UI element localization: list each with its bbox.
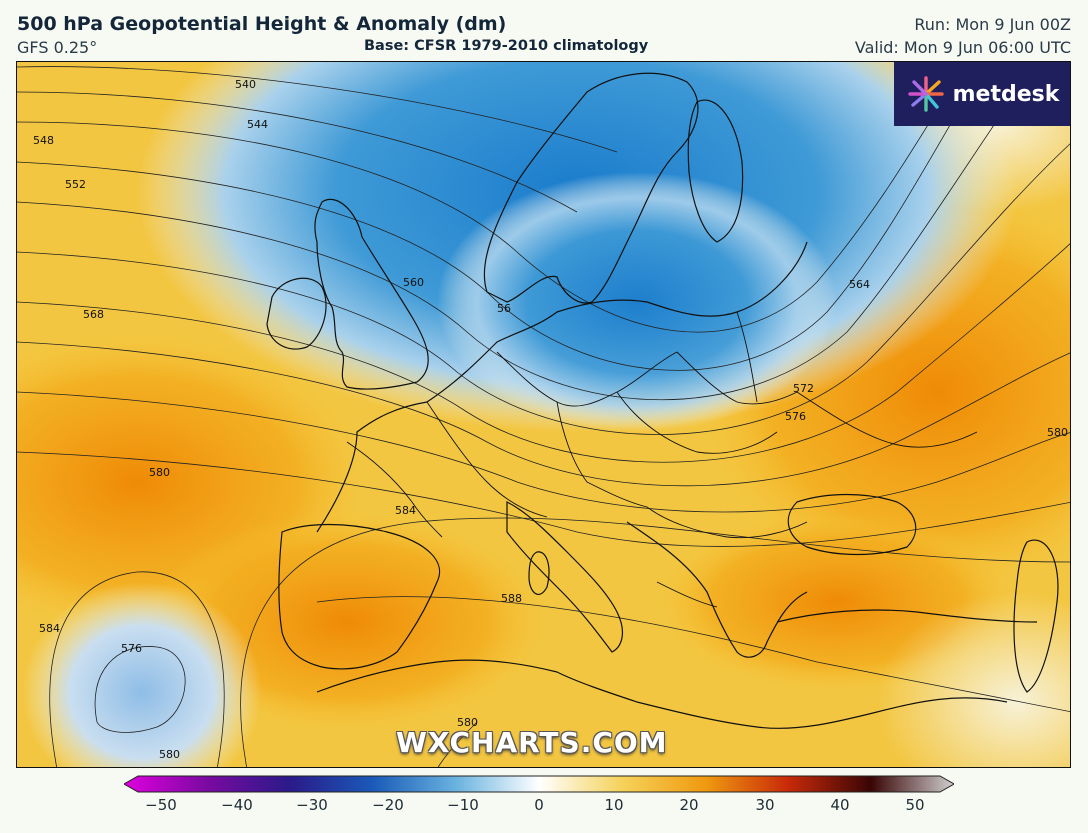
scandinavia-coast <box>483 72 699 304</box>
colorbar-tick: −20 <box>372 796 404 814</box>
contour-label: 548 <box>33 134 54 147</box>
contour-label: 56 <box>497 302 511 315</box>
pale-zone-mideast <box>877 592 1070 767</box>
colorbar-gradient <box>124 775 954 793</box>
contour-label: 584 <box>39 622 60 635</box>
britain-coast <box>314 198 429 390</box>
cutoff-low-anomaly <box>22 582 262 767</box>
colorbar-tick: −10 <box>447 796 479 814</box>
colorbar-tick: 0 <box>534 796 544 814</box>
colorbar-tick: 20 <box>679 796 699 814</box>
colorbar-tick: 30 <box>755 796 775 814</box>
chart-title: 500 hPa Geopotential Height & Anomaly (d… <box>17 13 507 35</box>
wxcharts-watermark: WXCHARTS.COM <box>396 726 668 759</box>
colorbar <box>124 775 954 793</box>
model-label: GFS 0.25° <box>17 38 98 57</box>
contour-label: 580 <box>159 748 180 761</box>
balkans-coast <box>626 521 808 658</box>
colorbar-tick: −50 <box>145 796 177 814</box>
contour-label: 552 <box>65 178 86 191</box>
contour-label: 580 <box>457 716 478 729</box>
contour-labels: 540 544 548 552 560 568 572 576 580 584 … <box>33 78 1068 761</box>
colorbar-tick: 10 <box>604 796 624 814</box>
contour-label: 540 <box>235 78 256 91</box>
border-line <box>556 401 648 508</box>
black-sea-coast <box>787 493 917 556</box>
border-line <box>796 391 978 448</box>
border-line <box>496 351 678 407</box>
metdesk-burst-icon <box>907 76 944 112</box>
country-borders <box>346 311 978 608</box>
contour-label: 580 <box>1047 426 1068 439</box>
sardinia-coast <box>528 551 550 595</box>
height-contours <box>17 62 1070 767</box>
colorbar-tick: −40 <box>221 796 253 814</box>
continent-north-coast <box>316 241 808 533</box>
italy-coast <box>506 501 624 653</box>
contour-label: 576 <box>121 642 142 655</box>
colorbar-tick: −30 <box>296 796 328 814</box>
finland-coast <box>687 99 744 243</box>
border-line <box>656 581 718 608</box>
contour-label: 560 <box>403 276 424 289</box>
contour-label: 572 <box>793 382 814 395</box>
metdesk-logo-text: metdesk <box>952 81 1060 107</box>
coastlines <box>266 72 1059 729</box>
colorbar-tick: 40 <box>830 796 850 814</box>
border-line <box>676 351 798 405</box>
anomaly-map: 540 544 548 552 560 568 572 576 580 584 … <box>16 61 1071 768</box>
contour-label: 584 <box>395 504 416 517</box>
border-line <box>646 506 808 539</box>
north-africa-coast <box>316 659 1008 729</box>
contour-label: 588 <box>501 592 522 605</box>
valid-time-label: Valid: Mon 9 Jun 06:00 UTC <box>854 38 1071 57</box>
contour-label: 580 <box>149 466 170 479</box>
iberia-coast <box>278 523 441 670</box>
caspian-coast <box>1013 539 1059 693</box>
border-line <box>426 401 548 518</box>
blue-anomaly-core <box>437 172 837 432</box>
ireland-coast <box>266 277 327 350</box>
contour-label: 544 <box>247 118 268 131</box>
turkey-coast <box>776 609 1038 623</box>
border-line <box>346 441 443 538</box>
border-line <box>736 311 758 403</box>
border-line <box>616 391 778 454</box>
metdesk-logo: metdesk <box>894 62 1070 126</box>
map-canvas: 540 544 548 552 560 568 572 576 580 584 … <box>17 62 1070 767</box>
contour-label: 564 <box>849 278 870 291</box>
climatology-base-label: Base: CFSR 1979-2010 climatology <box>364 38 649 54</box>
run-label: Run: Mon 9 Jun 00Z <box>914 15 1071 34</box>
colorbar-tick: 50 <box>905 796 925 814</box>
contour-label: 576 <box>785 410 806 423</box>
contour-label: 568 <box>83 308 104 321</box>
